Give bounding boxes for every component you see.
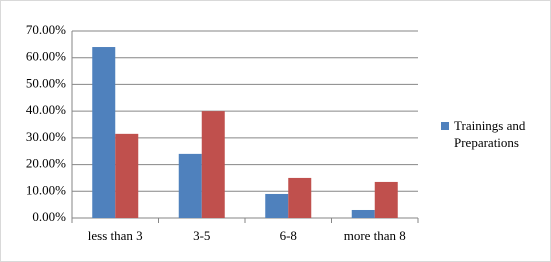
bar (351, 209, 375, 218)
y-tick-label: 10.00% (26, 182, 66, 197)
bar (92, 47, 116, 219)
bar (374, 181, 398, 218)
y-tick-label: 40.00% (26, 102, 66, 117)
bar (178, 153, 202, 218)
y-tick-label: 70.00% (26, 22, 66, 37)
bar (115, 133, 139, 218)
bar (288, 177, 312, 218)
legend: Trainings and Preparations (441, 117, 549, 151)
bar (201, 111, 225, 218)
x-tick-label: 3-5 (193, 228, 210, 243)
y-tick-label: 60.00% (26, 49, 66, 64)
bar (265, 193, 289, 218)
legend-swatch (441, 122, 449, 130)
x-tick-label: more than 8 (344, 228, 406, 243)
y-tick-label: 50.00% (26, 75, 66, 90)
x-tick-label: less than 3 (88, 228, 143, 243)
y-tick-label: 30.00% (26, 129, 66, 144)
y-tick-label: 20.00% (26, 156, 66, 171)
legend-label: Trainings and Preparations (454, 118, 526, 150)
y-tick-label: 0.00% (32, 209, 66, 224)
x-tick-label: 6-8 (280, 228, 297, 243)
